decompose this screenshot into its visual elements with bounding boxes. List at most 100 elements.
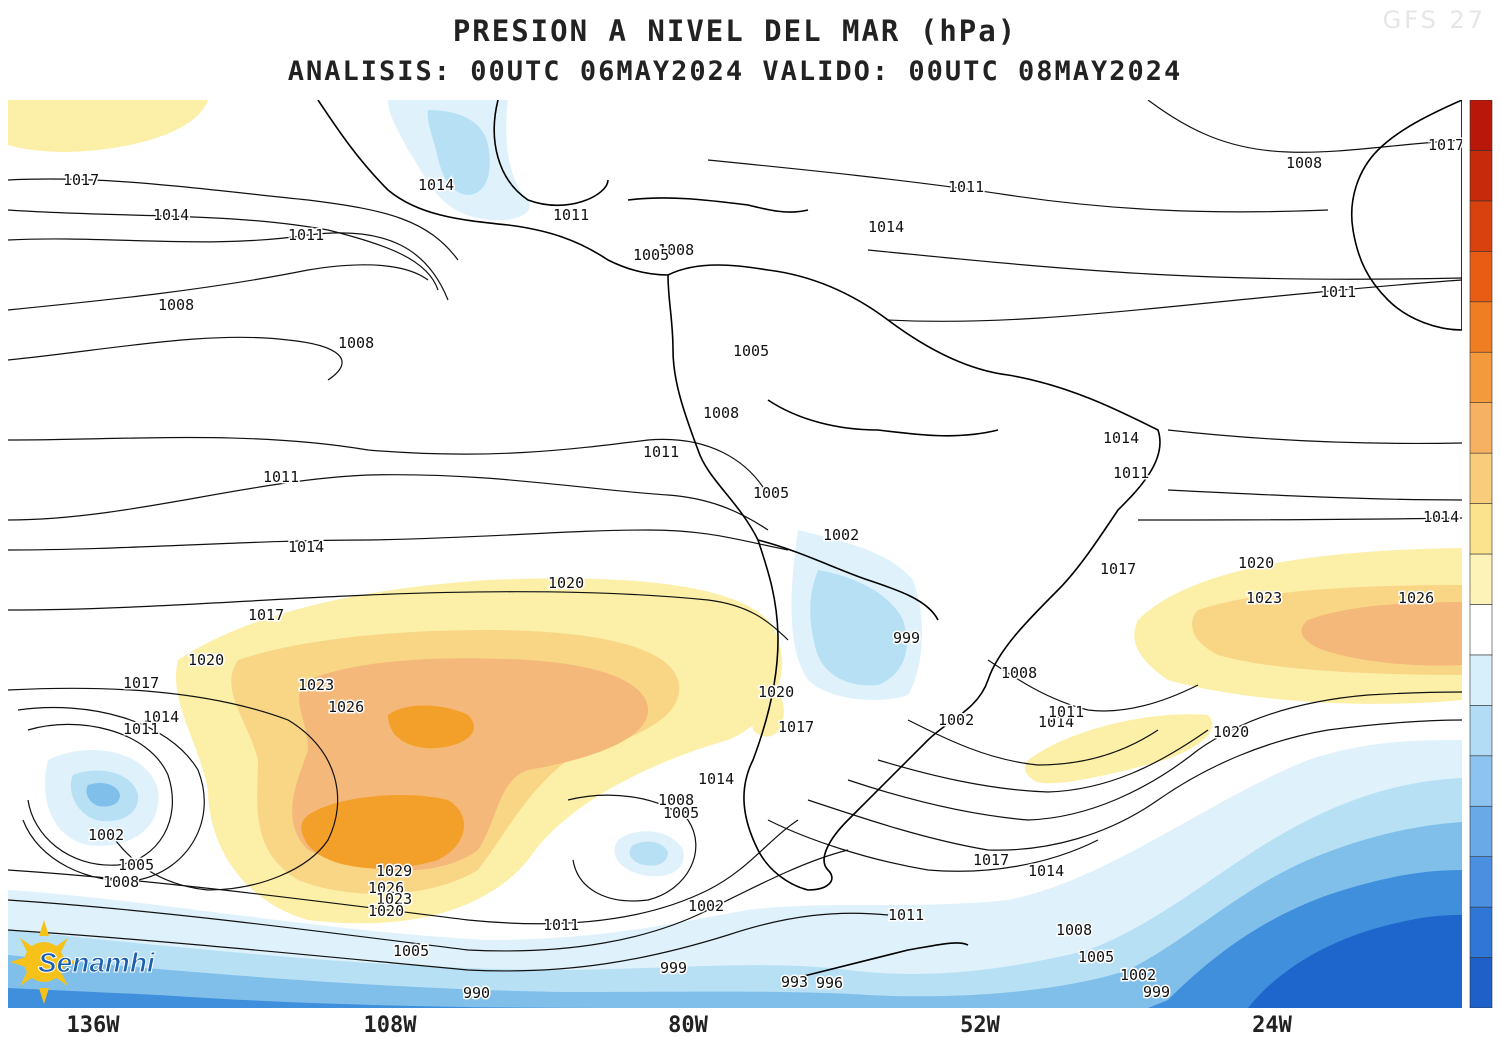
isobar-labels: 1017101410111008100810111014101710201023… [62, 135, 1463, 1004]
isobar-label: 990 [463, 984, 490, 1002]
isobar-label: 1014 [143, 708, 179, 726]
colorbar-segment [1469, 402, 1493, 454]
isobar-label: 1005 [118, 856, 154, 874]
low-southern-band-2 [8, 778, 1462, 1008]
isobar-label: 1020 [1213, 723, 1249, 741]
isobar-label: 1011 [1048, 703, 1084, 721]
isobar-label: 1005 [733, 342, 769, 360]
isobar-label: 1014 [1103, 429, 1139, 447]
isobar-label: 1002 [1120, 966, 1156, 984]
mexico-gulf-coast [493, 100, 609, 207]
isobar-label: 1014 [1028, 862, 1064, 880]
isobar-label: 1014 [418, 176, 454, 194]
isobar-label: 1008 [1056, 921, 1092, 939]
brazil-border [767, 399, 999, 437]
isobar-label: 1026 [368, 879, 404, 897]
isobar-label: 1017 [973, 851, 1009, 869]
colorbar-segment [1469, 805, 1493, 857]
isobar-label: 1023 [1246, 589, 1282, 607]
isobar-label: 1005 [393, 942, 429, 960]
lon-label-80w: 80W [668, 1013, 708, 1038]
isobar-label: 1020 [368, 902, 404, 920]
colorbar-segment [1469, 705, 1493, 757]
lon-label-52w: 52W [960, 1013, 1000, 1038]
isobar-label: 1011 [948, 178, 984, 196]
isobar-label: 1011 [123, 720, 159, 738]
antarctic-peninsula [787, 942, 969, 981]
isobar-label: 1002 [88, 826, 124, 844]
high-chile-coast [748, 689, 784, 737]
colorbar-segment [1469, 553, 1493, 605]
colorbar-segment [1469, 100, 1493, 151]
low-mexico-inner [427, 110, 490, 195]
colorbar-segment [1469, 503, 1493, 555]
isobar-label: 1011 [543, 916, 579, 934]
logo-text: Senamhi [38, 947, 156, 978]
isobar-label: 1011 [1113, 464, 1149, 482]
isobar-label: 1026 [328, 698, 364, 716]
isobar-label: 1017 [778, 718, 814, 736]
isobar-label: 1017 [248, 606, 284, 624]
isobar-label: 1002 [938, 711, 974, 729]
senamhi-logo: Senamhi [10, 920, 156, 1004]
colorbar-segment [1469, 200, 1493, 252]
colorbar-segment [1469, 654, 1493, 706]
isobar-label: 1017 [1100, 560, 1136, 578]
isobar-label: 1011 [288, 226, 324, 244]
isobar-label: 1020 [548, 574, 584, 592]
lon-label-108w: 108W [363, 1013, 417, 1038]
isobar-label: 1008 [658, 791, 694, 809]
low-drake-blob-inner [629, 841, 668, 866]
colorbar-segment [1469, 755, 1493, 807]
sun-icon [10, 920, 78, 1004]
isobar-label: 1011 [1320, 283, 1356, 301]
isobar-label: 1008 [658, 241, 694, 259]
isobar-label: 1014 [698, 770, 734, 788]
pressure-map: 1017101410111008100810111014101710201023… [8, 100, 1462, 1008]
isobar-label: 1011 [553, 206, 589, 224]
colorbar-segment [1469, 957, 1493, 1008]
isobar-label: 1008 [1286, 154, 1322, 172]
coastlines [317, 100, 1462, 981]
colorbar-segment [1469, 251, 1493, 303]
high-atlantic-1026 [1301, 602, 1462, 666]
isobar-label: 1005 [663, 804, 699, 822]
map-subtitle: ANALISIS: 00UTC 06MAY2024 VALIDO: 00UTC … [287, 56, 1183, 87]
isobar-label: 1020 [188, 651, 224, 669]
isobar-label: 1008 [103, 873, 139, 891]
isobar-label: 1014 [1423, 508, 1459, 526]
isobar-label: 1014 [868, 218, 904, 236]
caribbean-islands [627, 197, 809, 213]
lon-label-136w: 136W [66, 1013, 120, 1038]
colorbar-segment [1469, 351, 1493, 403]
colorbar [1469, 100, 1493, 1008]
high-atlantic-south-1020 [1024, 714, 1213, 784]
low-southern-band-1 [8, 740, 1462, 1008]
colorbar-segment [1469, 150, 1493, 202]
africa-coast [1350, 100, 1462, 331]
isobar-label: 1011 [263, 468, 299, 486]
isobar-label: 1020 [1238, 554, 1274, 572]
isobar-label: 1014 [288, 538, 324, 556]
isobar-label: 1005 [633, 246, 669, 264]
isobar-label: 1008 [158, 296, 194, 314]
isobar-label: 1005 [1078, 948, 1114, 966]
lon-label-24w: 24W [1252, 1013, 1292, 1038]
isobar-label: 1023 [376, 890, 412, 908]
isobar-label: 1008 [703, 404, 739, 422]
isobar-label: 999 [893, 629, 920, 647]
isobar-label: 1017 [63, 171, 99, 189]
isobar-label: 1020 [758, 683, 794, 701]
isobar-label: 1023 [298, 676, 334, 694]
isobar-label: 1002 [688, 897, 724, 915]
isobar-label: 996 [816, 974, 843, 992]
central-america-coast [317, 100, 669, 276]
isobar-label: 1026 [1398, 589, 1434, 607]
andes-border [757, 539, 939, 621]
low-argentina-inner [810, 570, 907, 686]
isobar-label: 993 [781, 973, 808, 991]
isobar-label: 999 [660, 959, 687, 977]
isobar-label: 999 [1143, 983, 1170, 1001]
high-pacific-core-a [388, 705, 474, 749]
isobar-label: 1005 [753, 484, 789, 502]
